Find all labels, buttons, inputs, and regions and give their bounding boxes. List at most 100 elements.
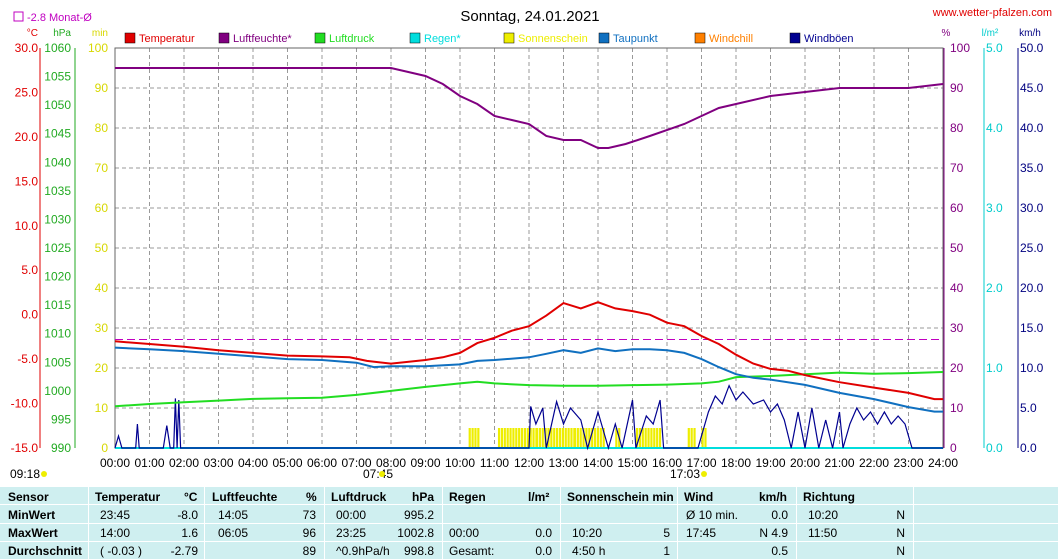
pressure-tick: 990	[51, 441, 71, 455]
humidity-tick: 50	[950, 241, 964, 255]
sunshine-bar	[556, 428, 559, 448]
sunshine-unit: min	[92, 28, 108, 39]
header-wind: Wind	[684, 490, 714, 504]
sunshine-bar	[693, 428, 696, 448]
time-stamp-icon	[41, 471, 47, 477]
sunshine-bar	[615, 428, 618, 448]
sunshine-bar	[558, 428, 562, 448]
sunshine-bar	[553, 428, 556, 448]
humidity-tick: 60	[950, 201, 964, 215]
series-line-temperatur	[114, 301, 943, 401]
sunshine-bar	[644, 428, 647, 448]
sunset-icon	[701, 471, 707, 477]
pressure-tick: 1020	[44, 270, 71, 284]
sunshine-bar	[518, 428, 521, 448]
sunshine-tick: 80	[95, 121, 109, 135]
sunshine-bar	[538, 428, 541, 448]
stat-sun-val: 5	[663, 526, 670, 540]
header-humidity-unit: %	[306, 490, 317, 504]
temperature-tick: 30.0	[15, 41, 39, 55]
legend-swatch-5	[598, 32, 610, 44]
x-tick-label: 00:00	[100, 456, 130, 470]
sunshine-bar	[576, 428, 579, 448]
stat-press-time: 23:25	[336, 526, 367, 540]
stat-press-time: 00:00	[336, 508, 367, 522]
humidity-tick: 0	[950, 441, 957, 455]
temperature-tick: -15.0	[11, 441, 39, 455]
stat-press-val: 1002.8	[397, 526, 434, 540]
legend-swatch-3	[409, 32, 421, 44]
pressure-tick: 995	[51, 412, 71, 426]
x-tick-label: 18:00	[721, 456, 751, 470]
sunshine-bar	[690, 428, 693, 448]
stat-temp-time: ( -0.03 )	[100, 544, 143, 558]
header-wind-unit: km/h	[759, 490, 788, 504]
header-direction: Richtung	[803, 490, 855, 504]
humidity-tick: 70	[950, 161, 964, 175]
humidity-tick: 80	[950, 121, 964, 135]
wind-unit: km/h	[1019, 28, 1041, 39]
grid	[114, 47, 944, 449]
temperature-tick: 10.0	[15, 219, 39, 233]
stat-press-val: 998.8	[403, 544, 434, 558]
sunshine-bar	[658, 428, 662, 448]
sunshine-bar	[567, 428, 570, 448]
header-pressure-unit: hPa	[412, 490, 435, 504]
time-stamp: 09:18	[10, 467, 40, 481]
x-tick-label: 24:00	[928, 456, 958, 470]
pressure-unit: hPa	[53, 28, 71, 39]
sunshine-bar	[506, 428, 509, 448]
x-tick-label: 22:00	[859, 456, 889, 470]
legend-swatch-4	[503, 32, 515, 44]
month-avg-marker-icon	[13, 11, 24, 22]
header-humidity: Luftfeuchte	[212, 490, 278, 504]
x-tick-label: 19:00	[755, 456, 785, 470]
humidity-tick: 40	[950, 281, 964, 295]
x-tick-label: 07:00	[341, 456, 371, 470]
pressure-tick: 1030	[44, 212, 71, 226]
stat-rain-time: Gesamt:	[449, 544, 495, 558]
rain-tick: 3.0	[986, 201, 1003, 215]
wind-tick: 20.0	[1020, 281, 1044, 295]
x-tick-label: 11:00	[480, 456, 509, 470]
x-tick-label: 23:00	[893, 456, 923, 470]
rain-tick: 0.0	[986, 441, 1003, 455]
x-tick-label: 06:00	[307, 456, 337, 470]
stat-sun-time: 10:20	[572, 526, 603, 540]
x-tick-label: 08:00	[376, 456, 406, 470]
plot-area	[114, 67, 944, 451]
axes: °C 30.0 25.0 20.0 15.0 10.0 5.0 0.0 -5.0 -10.0 -15…	[11, 28, 1044, 455]
stat-hum-val: 96	[302, 526, 316, 540]
wind-tick: 10.0	[1020, 361, 1044, 375]
site-url[interactable]: www.wetter-pfalzen.com	[932, 7, 1052, 19]
month-avg-label: -2.8 Monat-Ø	[27, 12, 92, 24]
sunshine-bar	[509, 428, 512, 448]
stat-rain-val: 0.0	[535, 526, 552, 540]
x-tick-label: 13:00	[548, 456, 578, 470]
legend-label-5: Taupunkt	[613, 33, 658, 45]
stat-sun-time: 4:50 h	[572, 544, 606, 558]
sunshine-tick: 30	[95, 321, 109, 335]
sunshine-bar	[474, 428, 477, 448]
pressure-tick: 1060	[44, 41, 71, 55]
series-line-luftdruck	[114, 371, 944, 408]
stat-label: MaxWert	[8, 526, 58, 540]
series-line-windben	[114, 384, 943, 451]
sunrise-label: 07:45	[363, 467, 393, 481]
series-line-taupunkt	[114, 346, 943, 413]
sunshine-bar	[512, 428, 515, 448]
sunshine-bar	[477, 428, 480, 448]
stat-label: MinWert	[8, 508, 56, 522]
legend-label-2: Luftdruck	[329, 33, 375, 45]
pressure-tick: 1050	[44, 98, 71, 112]
legend-swatch-7	[789, 32, 801, 44]
header-pressure: Luftdruck	[331, 490, 387, 504]
sunshine-tick: 10	[95, 401, 109, 415]
stat-wind-val: 0.5	[771, 544, 788, 558]
stat-wind-time: Ø 10 min.	[686, 508, 739, 522]
sunshine-bar	[656, 428, 659, 448]
stat-dir-time: 11:50	[808, 526, 838, 540]
x-tick-label: 04:00	[238, 456, 268, 470]
sunshine-bar	[582, 428, 585, 448]
sunshine-bar	[520, 428, 524, 448]
